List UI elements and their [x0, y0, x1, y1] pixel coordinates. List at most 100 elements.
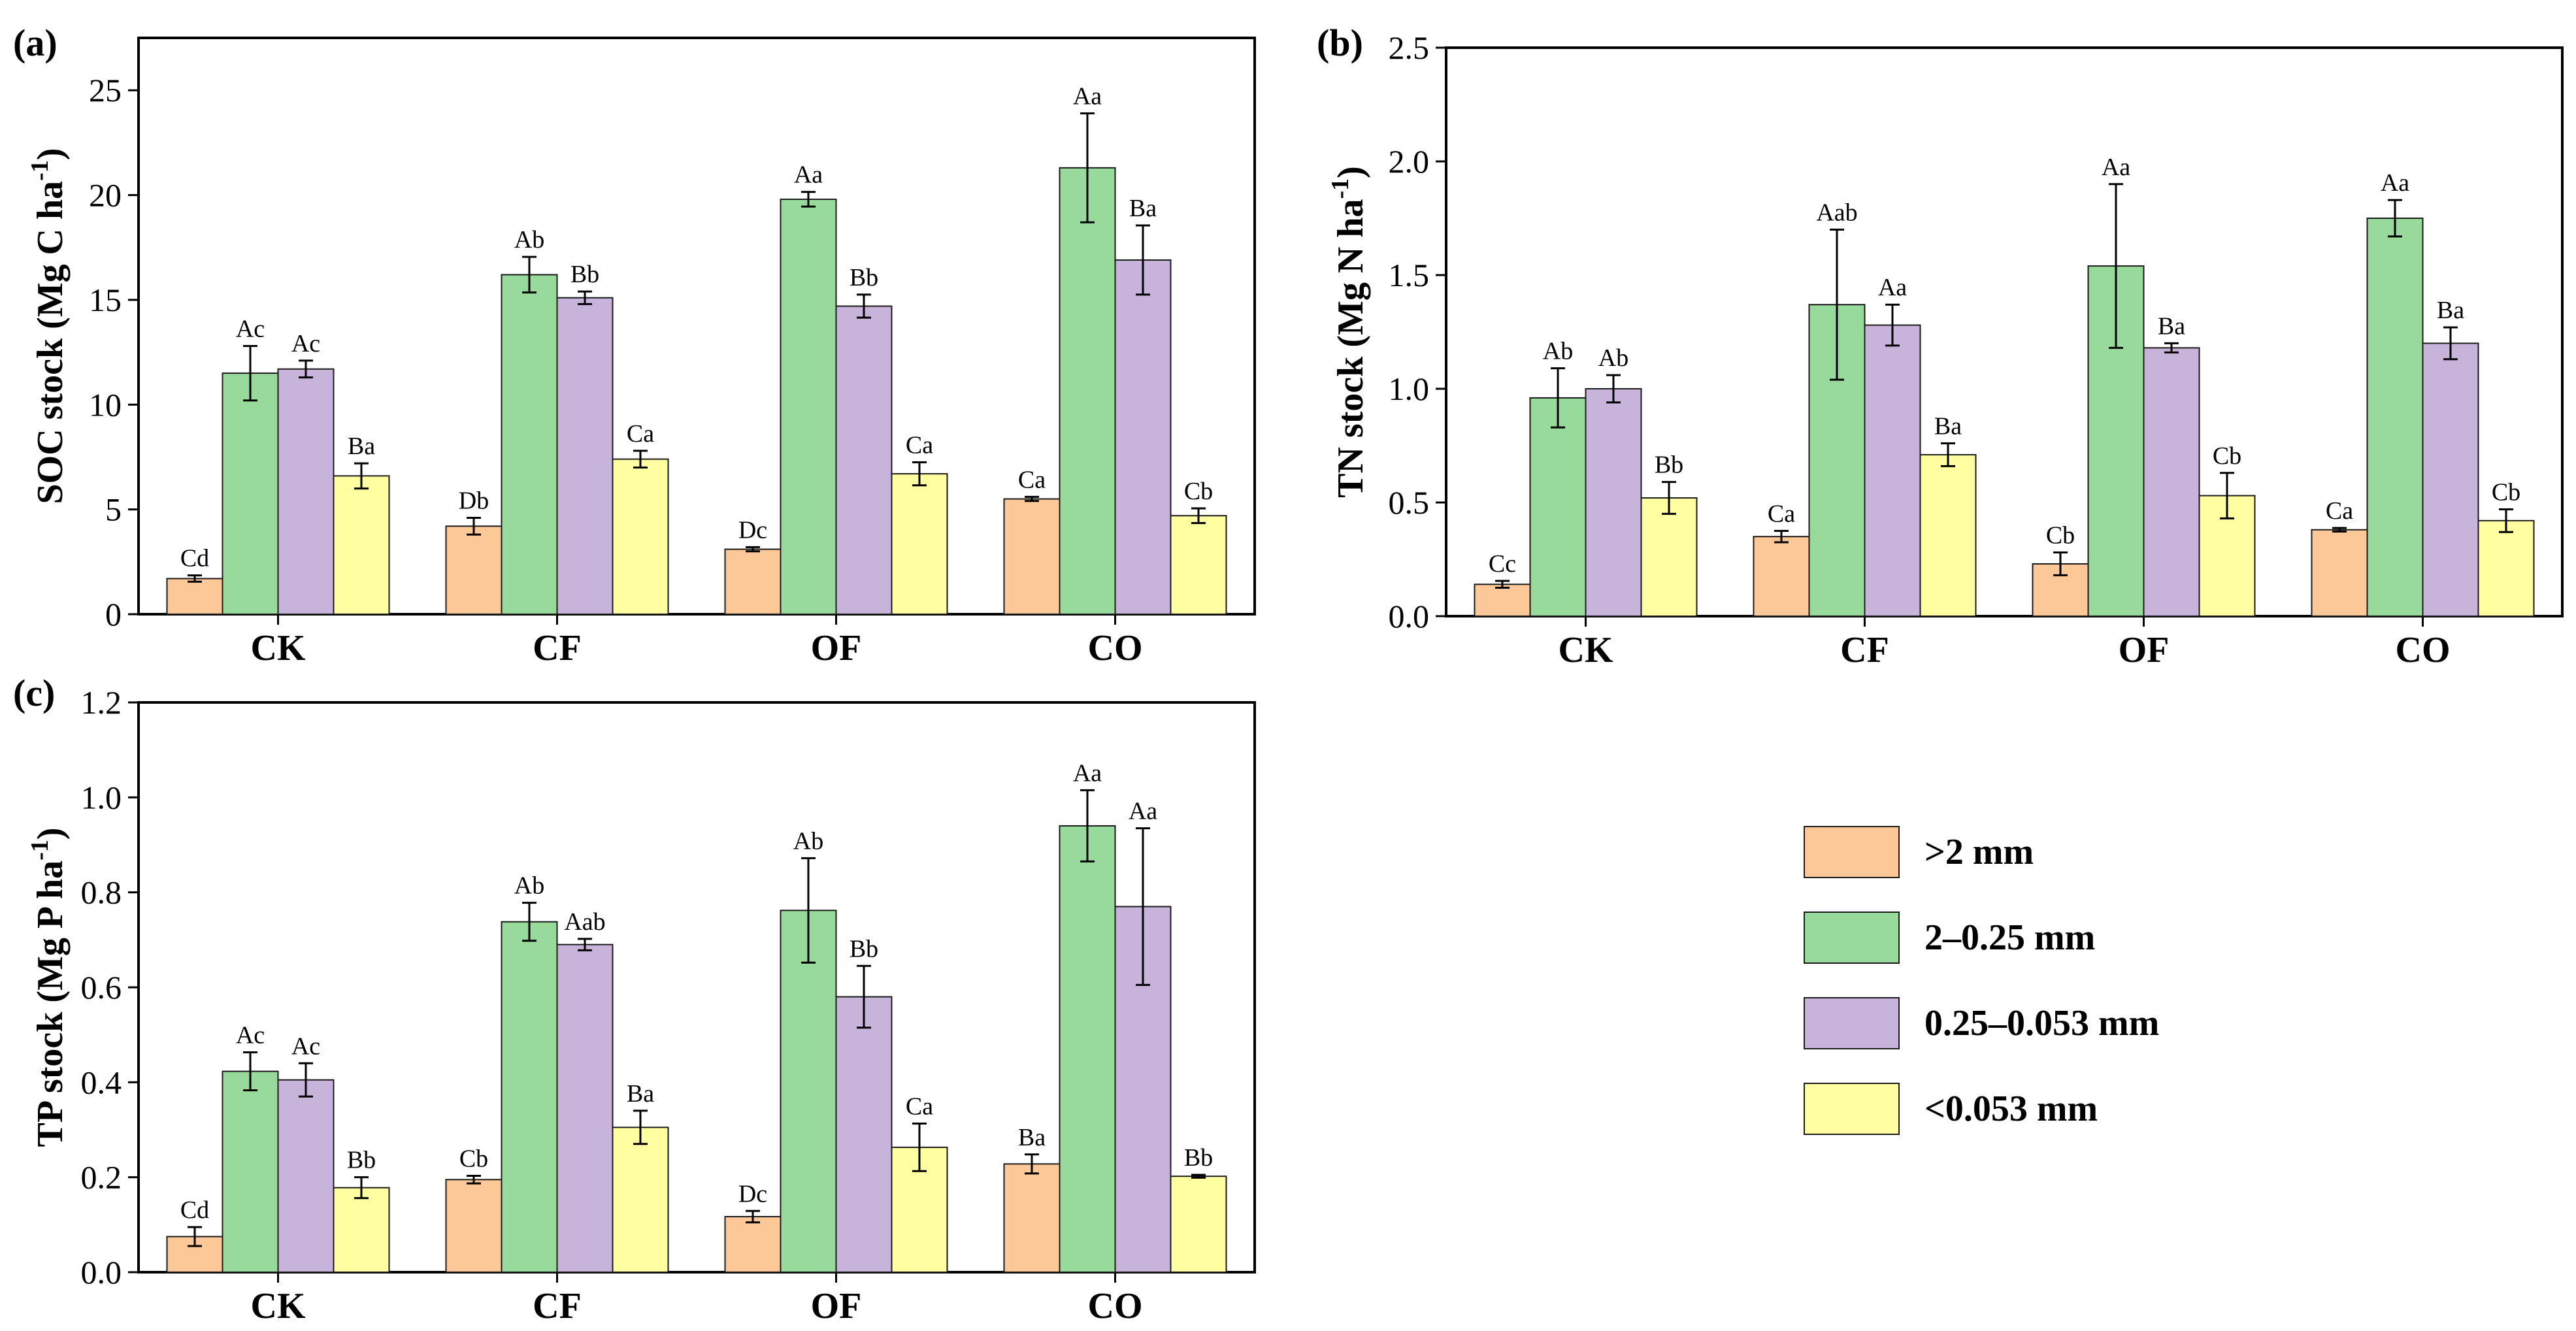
significance-label: Cd	[180, 1196, 209, 1224]
bar-cf-0-25-0-053-mm	[556, 297, 614, 615]
panel-b-tn-stock: 0.0 0.5 1.0 1.5 2.0 2.5 CK CF OF CO Cc Ca Cb Ca Ab Aab A…	[1317, 22, 2564, 670]
x-category-label-co: CO	[1088, 628, 1143, 668]
bar-ck-0-053-mm	[1640, 497, 1698, 617]
significance-label: Aa	[2381, 169, 2409, 197]
legend-label-2-mm: >2 mm	[1924, 832, 2034, 872]
significance-label: Ca	[906, 1093, 933, 1121]
significance-label: Cd	[180, 545, 209, 572]
significance-label: Ab	[793, 827, 823, 855]
bar-cf-2-mm	[1753, 536, 1810, 617]
significance-label: Aa	[1129, 798, 1157, 825]
significance-label: Aa	[1073, 82, 1102, 110]
x-category-label-cf: CF	[533, 1286, 582, 1326]
bar-of-0-25-0-053-mm	[2143, 347, 2200, 617]
significance-label: Ca	[1768, 501, 1795, 528]
y-tick-label: 20	[89, 177, 122, 214]
bar-of-2-0-25-mm	[780, 910, 837, 1273]
panel-label: (a)	[13, 22, 58, 64]
y-tick-label: 0.5	[1389, 484, 1430, 521]
bar-cf-0-053-mm	[1919, 453, 1977, 617]
significance-label: Ac	[291, 1032, 320, 1060]
bar-co-0-053-mm	[1170, 1175, 1227, 1273]
plot-frame	[137, 37, 1256, 616]
bar-ck-0-053-mm	[333, 475, 390, 615]
legend: >2 mm 2–0.25 mm 0.25–0.053 mm <0.053 mm	[1804, 826, 2159, 1135]
significance-label: Ca	[1018, 466, 1046, 493]
bar-of-2-mm	[724, 1215, 782, 1273]
legend-label-0-25-0-053-mm: 0.25–0.053 mm	[1924, 1003, 2159, 1043]
significance-label: Bb	[1184, 1144, 1213, 1172]
x-category-label-co: CO	[1088, 1286, 1143, 1326]
bar-ck-2-0-25-mm	[1529, 397, 1587, 617]
y-axis-label-end: )	[30, 148, 71, 161]
y-tick-label: 0.8	[81, 874, 122, 911]
significance-label: Cb	[2213, 442, 2241, 470]
bar-co-2-mm	[1003, 498, 1061, 615]
y-tick-label: 0	[105, 596, 122, 633]
significance-label: Aa	[1878, 274, 1907, 301]
bar-cf-2-mm	[445, 1179, 503, 1273]
bar-co-0-053-mm	[1170, 515, 1227, 615]
panel-a-soc-stock: 0 5 10 15 20 25 CK CF OF CO Cd Db Dc Ca Ac Ab Aa Aa Ac Bb Bb…	[13, 22, 1256, 668]
significance-label: Aa	[1073, 759, 1102, 787]
x-category-label-of: OF	[811, 628, 862, 668]
y-tick-label: 10	[89, 386, 122, 423]
significance-label: Bb	[1655, 452, 1683, 479]
y-axis-label-superscript: -1	[26, 160, 54, 181]
bar-ck-2-0-25-mm	[222, 1070, 279, 1273]
significance-label: Ca	[2326, 497, 2353, 525]
significance-label: Db	[459, 487, 489, 514]
panel-label: (c)	[13, 672, 55, 714]
significance-label: Aab	[564, 908, 605, 936]
y-tick-label: 0.0	[1389, 598, 1430, 634]
bar-ck-2-mm	[1474, 583, 1531, 617]
bar-of-0-25-0-053-mm	[835, 305, 893, 615]
bar-co-2-0-25-mm	[1059, 167, 1116, 616]
significance-label: Ba	[2158, 312, 2185, 340]
x-category-label-co: CO	[2396, 630, 2451, 670]
bar-co-2-mm	[2311, 529, 2368, 617]
x-category-label-ck: CK	[1559, 630, 1613, 670]
y-axis-label-superscript: -1	[26, 840, 54, 861]
significance-label: Cb	[2046, 522, 2075, 550]
bar-cf-2-mm	[445, 525, 503, 616]
significance-label: Cc	[1489, 550, 1516, 578]
significance-label: Ba	[1934, 413, 1962, 440]
bar-cf-0-053-mm	[612, 458, 669, 615]
y-axis-label-end: )	[30, 828, 71, 840]
significance-label: Ab	[514, 226, 544, 254]
y-tick-label: 0.0	[81, 1254, 122, 1290]
significance-label: Aab	[1816, 199, 1857, 226]
significance-label: Cb	[459, 1145, 488, 1172]
y-tick-label: 1.2	[81, 684, 122, 721]
y-tick-label: 0.2	[81, 1159, 122, 1196]
bar-cf-2-0-25-mm	[501, 921, 558, 1273]
significance-label: Ab	[514, 872, 544, 900]
bar-cf-0-25-0-053-mm	[1864, 324, 1921, 617]
significance-label: Ac	[236, 1022, 265, 1049]
significance-label: Ab	[1598, 344, 1628, 372]
significance-label: Ba	[1129, 195, 1157, 222]
y-tick-label: 15	[89, 282, 122, 318]
bar-ck-0-25-0-053-mm	[277, 1079, 335, 1273]
y-tick-label: 25	[89, 72, 122, 108]
bar-co-0-25-0-053-mm	[2422, 342, 2479, 617]
x-category-label-of: OF	[811, 1286, 862, 1326]
legend-swatch-2-0-25-mm	[1804, 912, 1900, 964]
bar-of-2-mm	[724, 548, 782, 615]
significance-label: Ba	[1018, 1124, 1046, 1151]
significance-label: Bb	[850, 264, 878, 291]
y-axis-label: TP stock (Mg P ha-1)	[26, 828, 71, 1147]
panel-c-tp-stock: 0.0 0.2 0.4 0.6 0.8 1.0 1.2 CK CF OF CO Cd Cb Dc Ba Ac A…	[13, 672, 1256, 1326]
y-axis-label-text: TP stock (Mg P ha	[30, 861, 71, 1147]
y-axis-label-end: )	[1330, 166, 1371, 178]
bar-co-0-25-0-053-mm	[1114, 259, 1172, 616]
y-axis-label-text: TN stock (Mg N ha	[1330, 199, 1371, 497]
y-tick-label: 1.5	[1389, 257, 1430, 293]
significance-label: Ac	[291, 330, 320, 357]
bar-ck-0-25-0-053-mm	[1585, 388, 1642, 617]
significance-label: Bb	[347, 1147, 376, 1174]
significance-label: Aa	[2102, 154, 2130, 181]
y-tick-label: 2.0	[1389, 143, 1430, 180]
bar-of-0-053-mm	[891, 473, 948, 615]
